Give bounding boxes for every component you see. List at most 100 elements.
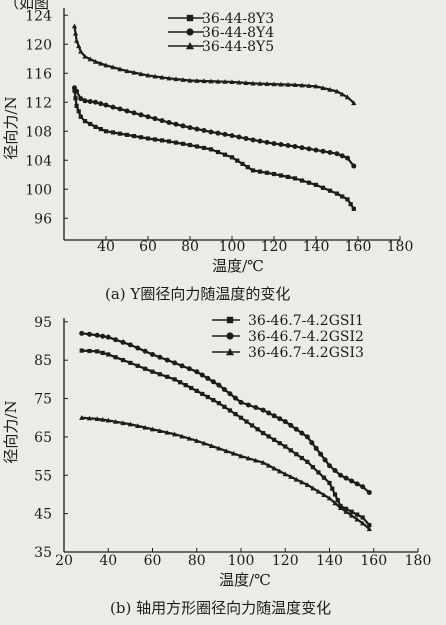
chart-b-series-2-point (142, 348, 148, 354)
chart-a-series-2-point (327, 150, 333, 156)
chart-a-x-tick-label: 80 (181, 239, 199, 255)
chart-b-series-3-point (208, 443, 215, 448)
chart-a-series-2-point (313, 147, 319, 153)
chart-b-x-tick-label: 40 (99, 553, 117, 569)
chart-b-series-1-point (332, 492, 338, 497)
chart-b-series-1-point (150, 369, 155, 374)
chart-b-series-1-point (310, 465, 316, 470)
chart-a-series-2-point (145, 114, 151, 120)
chart-b-series-3-point (366, 526, 372, 532)
chart-a-series-2-point (187, 125, 193, 131)
chart-b-series-1-point (305, 459, 310, 464)
chart-b-series-1-point (355, 512, 360, 517)
chart-b-series-1-point (95, 349, 100, 354)
chart-a-series-1-point (173, 140, 179, 145)
chart-a-series-3-point (194, 78, 200, 83)
chart-b-series-2-point (354, 481, 360, 487)
chart-a-series-1-point (229, 155, 235, 160)
chart-a-series-2-point (87, 99, 93, 105)
chart-b-series-2-point (221, 386, 227, 392)
chart-b-series-2-point (120, 339, 126, 345)
chart-b-series-1-point (321, 475, 327, 480)
chart-a-series-3-point (103, 62, 109, 68)
chart-a-series-1-point (152, 137, 158, 142)
chart-a-series-3-point (285, 81, 291, 87)
chart-a-legend-entry-3: 36-44-8Y5 (168, 39, 274, 55)
chart-b-series-1-point (294, 452, 299, 457)
chart-a-series-2-point (222, 131, 228, 137)
chart-a-legend-marker (186, 14, 194, 22)
chart-b-series-2-point (288, 422, 294, 428)
chart-b-series-1-point (183, 383, 188, 388)
chart-b-y-axis-label: 径向力/N (2, 400, 20, 463)
chart-a-y-tick-label: 104 (25, 153, 52, 169)
chart-b-series-2-point (135, 345, 141, 351)
chart-a-series-1-point (351, 206, 356, 211)
chart-a-series-1-point (320, 185, 326, 190)
chart-a-series-3-point (201, 78, 207, 84)
chart-b-series-1-point (299, 455, 304, 461)
chart-b-y-tick-label: 65 (34, 430, 52, 446)
chart-a-series-1-point (264, 170, 270, 175)
chart-b-series-3-point (321, 492, 327, 498)
chart-b-series-2-point (194, 369, 200, 375)
chart-a-legend-label: 36-44-8Y5 (202, 39, 274, 55)
chart-a-series-3-point (243, 80, 249, 86)
chart-b-series-2-point (282, 419, 288, 425)
chart-a-series-3-point (299, 82, 305, 88)
chart-b-series-2-point (343, 475, 349, 481)
chart-b-series-3-point (282, 471, 288, 477)
chart-b-series-2-point (94, 332, 100, 338)
chart-a-series-3-point (124, 68, 130, 74)
chart-a-series-3-point (208, 78, 214, 84)
chart-a-series-3-point (159, 74, 165, 80)
chart-a-series-1-point (110, 130, 116, 135)
chart-b-series-1 (79, 348, 372, 528)
chart-b-series-1-point (222, 404, 227, 409)
chart-a-series-3-point (131, 69, 137, 75)
chart-b-series-2-point (172, 360, 178, 366)
chart-a-series-1-point (306, 180, 312, 185)
chart-b-series-3-point (299, 479, 305, 485)
chart-b-series-2-point (299, 430, 305, 436)
chart-b-series-1-point (172, 377, 177, 382)
chart-b-series-2-point (304, 434, 310, 440)
chart-b-series-2-point (245, 402, 251, 408)
chart-a-series-2-point (215, 130, 221, 136)
chart-b-series-2-point (199, 372, 205, 378)
chart-b-series-3-point (266, 462, 272, 468)
chart-b-series-2-point (309, 440, 315, 446)
chart-a-x-tick-label: 180 (387, 239, 414, 255)
chart-b-series-3-point (79, 415, 85, 420)
chart-a-series-3-point (271, 81, 277, 87)
chart-a-series-1-point (103, 129, 109, 134)
chart-b-series-1-point (205, 394, 210, 400)
chart-b-series-3-point (186, 435, 192, 441)
chart-a-series-2-line (73, 87, 355, 167)
chart-a-series-1-point (222, 152, 228, 157)
chart-b-series-3-point (172, 431, 178, 437)
chart-b-x-tick-label: 100 (228, 553, 255, 569)
chart-b-series-1-point (238, 415, 244, 420)
chart-b-series-1-point (335, 498, 340, 503)
chart-b-series-3-point (113, 419, 119, 424)
chart-b-series-3-point (337, 505, 344, 510)
chart-a-legend-label: 36-44-8Y3 (202, 11, 274, 27)
chart-b-series-3-point (349, 512, 355, 518)
chart-a-series-3-point (187, 77, 193, 83)
chart-a-series-3-point (78, 48, 84, 54)
chart-b-series-1-point (157, 372, 162, 377)
chart-b-legend-entry-1: 36-46.7-4.2GSI1 (212, 313, 364, 329)
chart-a-series-1-point (82, 119, 88, 124)
chart-a-series-3-point (71, 23, 78, 29)
chart-b-series-1-point (244, 419, 249, 424)
chart-b-series-3-point (120, 420, 126, 426)
chart-a-series-3-point (257, 81, 263, 86)
chart-a-series-2-point (250, 137, 256, 143)
chart-b-series-2-point (349, 478, 355, 484)
chart-a-series-1-point (245, 165, 250, 170)
chart-a-series-1-point (285, 174, 291, 180)
chart-a-series-3-point (339, 91, 345, 97)
chart-a-series-3-point (138, 71, 144, 77)
chart-b-series-2 (79, 330, 372, 496)
